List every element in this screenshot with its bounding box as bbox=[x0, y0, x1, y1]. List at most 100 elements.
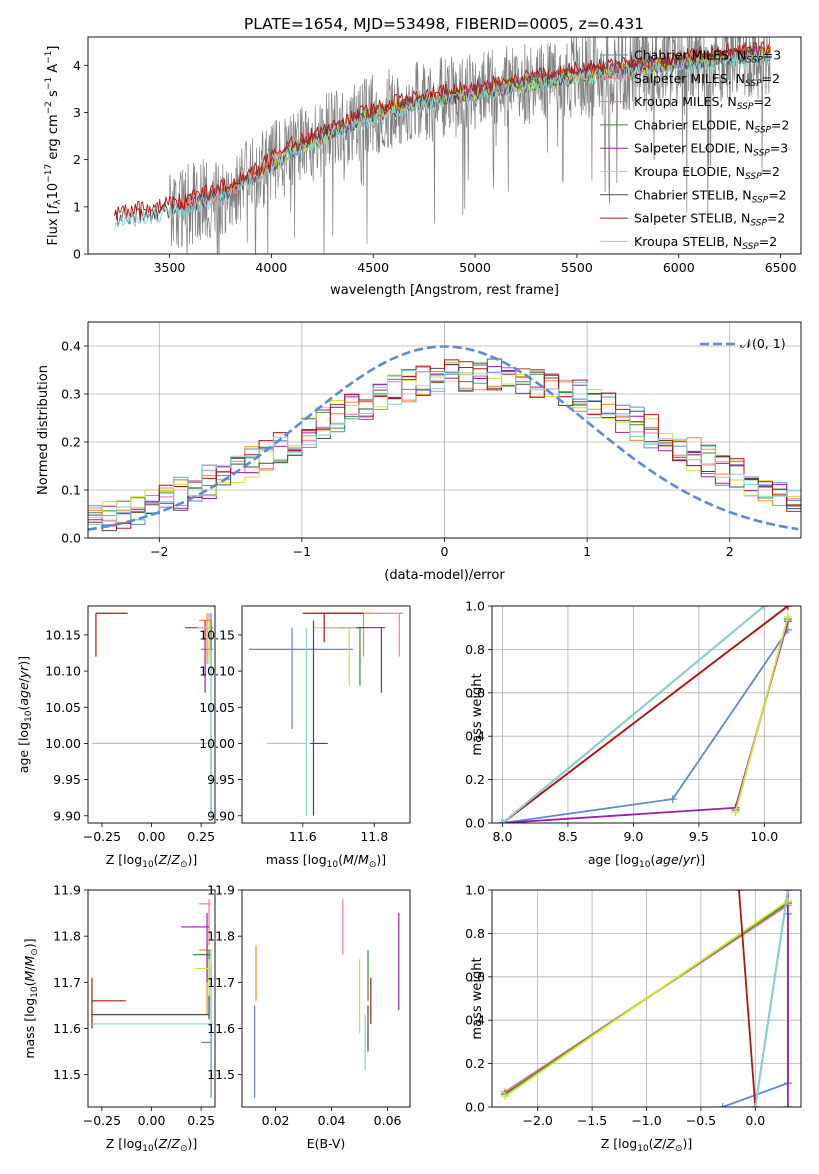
y-tick-label: 11.5 bbox=[207, 1067, 235, 1082]
x-tick-label: 0.25 bbox=[187, 1113, 215, 1128]
age_vs_Z-axes: −0.25 0.00 0.25 9.90 9.95 10.00 10.05 10.10 10.1… bbox=[45, 627, 215, 844]
y-tick-label: 0.1 bbox=[61, 483, 81, 498]
weight-marker bbox=[501, 1092, 510, 1101]
x-tick-label: 10.0 bbox=[750, 829, 778, 844]
y-tick-label: 10.15 bbox=[199, 627, 235, 642]
z-axis-label: Z [log10(Z/Z⊙)] bbox=[601, 1136, 693, 1154]
weight-series-salpeter-stelib bbox=[498, 606, 792, 823]
errorbar-kroupa-elodie bbox=[197, 620, 212, 664]
y-tick-label: 0.0 bbox=[61, 531, 81, 546]
errorbar-kroupa-elodie bbox=[313, 627, 357, 686]
mass_vs_EBV-axes: 0.02 0.04 0.06 11.5 11.6 11.7 11.8 11.9 bbox=[207, 883, 401, 1129]
age_vs_mass-frame bbox=[241, 605, 411, 824]
mass_vs_Z-plot-area bbox=[91, 899, 214, 1098]
y-tick-label: 0.2 bbox=[465, 1056, 485, 1071]
residuals-x-label: (data-model)/error bbox=[384, 568, 505, 583]
x-tick-label: −1 bbox=[293, 544, 311, 559]
y-tick-label: 0.2 bbox=[61, 435, 81, 450]
weight-line bbox=[502, 620, 789, 823]
legend-label-salpeter-miles: Salpeter MILES, NSSP=2 bbox=[634, 71, 780, 89]
model-spectrum-salpeter-stelib bbox=[114, 41, 771, 221]
residual-histogram-kroupa-stelib bbox=[88, 368, 801, 525]
x-tick-label: 0.00 bbox=[138, 829, 166, 844]
legend-label-salpeter-stelib: Salpeter STELIB, NSSP=2 bbox=[634, 211, 785, 229]
x-tick-label: 4000 bbox=[255, 260, 287, 275]
y-tick-label: 4 bbox=[73, 58, 81, 73]
errorbar-salpeter-stelib bbox=[91, 977, 126, 1029]
y-tick-label: 11.7 bbox=[207, 975, 235, 990]
errorbar-salpeter-elodie bbox=[338, 627, 385, 693]
spectrum-x-label: wavelength [Angstrom, rest frame] bbox=[330, 283, 559, 298]
weight-marker bbox=[734, 890, 743, 894]
weight-series-kroupa-elodie bbox=[731, 612, 792, 817]
y-tick-label: 10.00 bbox=[199, 736, 235, 751]
legend-label-kroupa-miles: Kroupa MILES, NSSP=2 bbox=[634, 94, 772, 112]
errorbar-salpeter-stelib bbox=[302, 612, 364, 643]
errorbar-chabrier-elodie bbox=[324, 627, 364, 686]
age_vs_Z-frame bbox=[87, 605, 216, 824]
weight-marker bbox=[783, 890, 792, 894]
legend-label-kroupa-stelib: Kroupa STELIB, NSSP=2 bbox=[634, 234, 777, 252]
errorbar-kroupa-stelib bbox=[91, 649, 214, 816]
y-tick-label: 10.00 bbox=[45, 736, 81, 751]
weight-marker bbox=[783, 606, 792, 610]
y-tick-label: 10.15 bbox=[45, 627, 81, 642]
y-tick-label: 10.10 bbox=[199, 664, 235, 679]
z-axis-label: Z [log10(Z/Z⊙)] bbox=[106, 1136, 198, 1154]
residuals-axes: −2 −1 0 1 2 0.0 0.1 0.2 0.3 0.4 bbox=[61, 322, 801, 559]
weight-series-kroupa-stelib bbox=[498, 606, 769, 823]
y-tick-label: 2 bbox=[73, 152, 81, 167]
x-tick-label: 11.8 bbox=[360, 829, 388, 844]
weight-series-salpeter-elodie bbox=[498, 617, 792, 823]
x-tick-label: 9.5 bbox=[689, 829, 709, 844]
age_vs_mass-plot-area bbox=[249, 612, 403, 816]
legend-label-chabrier-stelib: Chabrier STELIB, NSSP=2 bbox=[634, 187, 787, 205]
errorbar-salpeter-elodie bbox=[181, 913, 210, 983]
x-tick-label: 0.02 bbox=[262, 1113, 290, 1128]
weight-line bbox=[504, 900, 789, 1097]
x-tick-label: 5500 bbox=[561, 260, 593, 275]
x-tick-label: −0.25 bbox=[83, 1113, 121, 1128]
y-tick-label: 10.05 bbox=[199, 700, 235, 715]
mass_vs_Z-axes: −0.25 0.00 0.25 11.5 11.6 11.7 11.8 11.9 bbox=[53, 883, 215, 1129]
x-tick-label: 0.25 bbox=[187, 829, 215, 844]
y-tick-label: 9.90 bbox=[207, 808, 235, 823]
normal-curve bbox=[88, 345, 799, 531]
y-tick-label: 1.0 bbox=[465, 883, 485, 898]
weight-series-kroupa-stelib bbox=[751, 890, 792, 1107]
errorbar-salpeter-miles bbox=[367, 612, 403, 657]
model-spectrum-kroupa-stelib bbox=[114, 50, 771, 231]
x-tick-label: 6000 bbox=[663, 260, 695, 275]
weight-marker bbox=[498, 819, 507, 823]
x-tick-label: 11.6 bbox=[289, 829, 317, 844]
x-tick-label: −2.0 bbox=[523, 1113, 553, 1128]
x-tick-label: −0.5 bbox=[686, 1113, 716, 1128]
age-axis-label: age [log10(age/yr)] bbox=[588, 852, 705, 870]
errorbar-kroupa-miles bbox=[313, 612, 371, 657]
weight-series-chabrier-miles bbox=[498, 625, 792, 823]
x-tick-label: 8.5 bbox=[558, 829, 578, 844]
x-tick-label: 6500 bbox=[765, 260, 797, 275]
mass_weight_vs_age-frame bbox=[491, 605, 802, 824]
y-tick-label: 11.9 bbox=[207, 883, 235, 898]
y-tick-label: 10.05 bbox=[45, 700, 81, 715]
errorbar-salpeter-miles bbox=[199, 899, 212, 946]
y-tick-label: 9.95 bbox=[53, 772, 81, 787]
y-tick-label: 11.6 bbox=[207, 1021, 235, 1036]
y-tick-label: 11.5 bbox=[53, 1067, 81, 1082]
x-tick-label: 9.0 bbox=[623, 829, 643, 844]
weight-line bbox=[501, 606, 765, 823]
weight-line bbox=[754, 890, 789, 1107]
weight-series-salpeter-elodie bbox=[783, 890, 792, 1107]
weight-marker bbox=[783, 1103, 792, 1107]
ebv-axis-label: E(B-V) bbox=[307, 1136, 346, 1151]
x-tick-label: 0.04 bbox=[318, 1113, 346, 1128]
y-tick-label: 0.4 bbox=[465, 729, 485, 744]
x-tick-label: 8.0 bbox=[493, 829, 513, 844]
residuals-plot-area bbox=[88, 345, 801, 532]
weight-marker bbox=[783, 612, 792, 621]
mass_weight_vs_Z-y-label: mass weight bbox=[470, 957, 485, 1039]
spectrum-axes: 3500 4000 4500 5000 5500 6000 6500 0 1 2 3 4 bbox=[73, 58, 797, 275]
